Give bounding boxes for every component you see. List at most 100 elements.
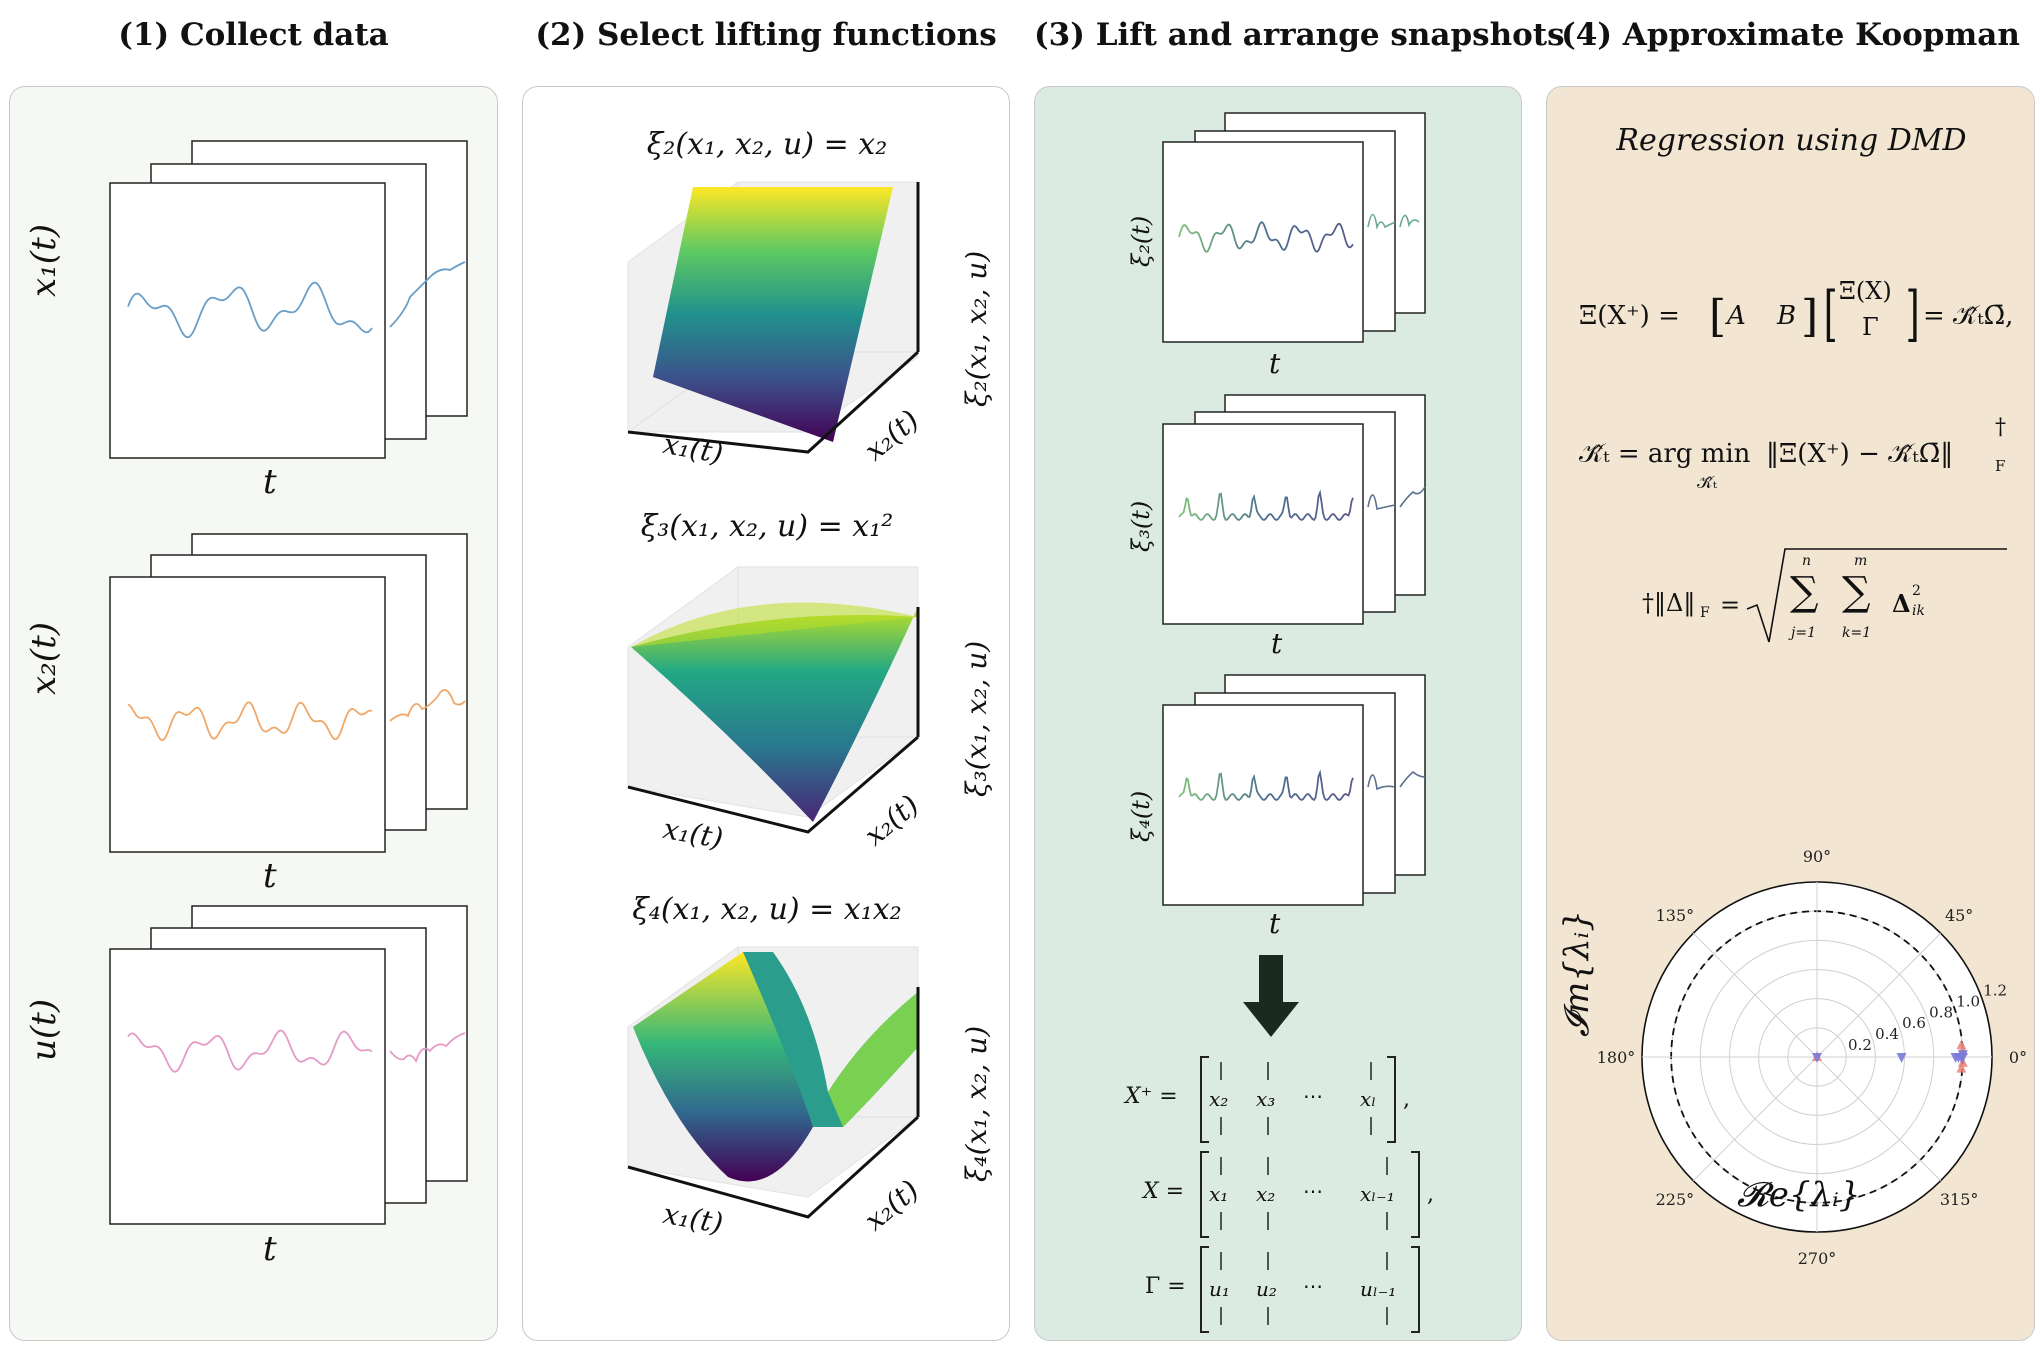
eq3-term-sup: 2 [1912, 583, 1921, 599]
equation-xi2: ξ₂(x₁, x₂, u) = x₂ [646, 127, 888, 162]
matrix-col-gamma-1: u₁ [1209, 1277, 1230, 1301]
radial-tick-0: 0.2 [1848, 1036, 1872, 1054]
matrix-lhs-xplus: X⁺ = [1125, 1084, 1178, 1109]
snapshot-stack-u: u(t) t [10, 871, 499, 1291]
matrix-column-bars [1220, 1062, 1388, 1325]
eq1-b: B [1777, 301, 1797, 331]
down-arrow-icon [1243, 955, 1299, 1037]
matrix-col-xplus-2: x₃ [1256, 1087, 1276, 1111]
matrix-col-x-3: ⋯ [1303, 1179, 1323, 1203]
eq3-lhs: †‖Δ‖ [1642, 589, 1696, 617]
panel-lift-arrange: ξ₂(t) t ξ₃(t) t ξ₄(t) t X⁺ = x₂ x₃ ⋯ xₗ … [1034, 86, 1522, 1341]
eig-red-1 [1956, 1039, 1967, 1050]
surface-plot-2 [627, 566, 920, 834]
radial-tick-4: 1.0 [1956, 992, 1980, 1010]
polar-spoke-135 [1692, 932, 1818, 1058]
equation-xi3: ξ₃(x₁, x₂, u) = x₁² [640, 509, 894, 544]
stack-frames-u [109, 905, 468, 1225]
polar-radial-labels: 0.20.40.60.81.01.2 [1848, 981, 2007, 1054]
radial-tick-2: 0.6 [1902, 1014, 1926, 1032]
signal-line-x1 [127, 281, 373, 339]
surface-plots [627, 181, 920, 1219]
axis-label-t-1: t [263, 462, 277, 502]
axis-label-x1: x₁(t) [24, 224, 64, 297]
stack-frames-x1 [109, 140, 468, 459]
panel-title-koopman: (4) Approximate Koopman [1561, 17, 2020, 53]
lifted-stack-xi2 [1162, 112, 1426, 343]
polar-xlabel: 𝓡e{λᵢ} [1737, 1175, 1861, 1215]
eq3-term: Δ [1892, 589, 1911, 618]
equation-regression: Ξ(X⁺) = [ A B ] [ Ξ(X) Γ ] = 𝒦̂ₜΩ̄, [1579, 277, 2019, 357]
panel-lifting-functions: ξ₂(x₁, x₂, u) = x₂ [522, 86, 1010, 1341]
eq3-sum2-bottom: k=1 [1842, 625, 1872, 641]
radial-tick-3: 0.8 [1929, 1003, 1953, 1021]
eq3-sub: F [1700, 605, 1710, 621]
surface-plot-1 [627, 181, 920, 454]
radial-tick-1: 0.4 [1875, 1025, 1899, 1043]
axis-label-t-3: t [263, 1229, 277, 1269]
matrix-tail-x: , [1427, 1182, 1434, 1207]
signal-line-u [127, 1029, 373, 1073]
axis-label-t-2: t [263, 856, 277, 896]
eig-blue-0 [1812, 1053, 1822, 1063]
lifted-stacks [1162, 112, 1426, 1333]
stack-frames-x2 [109, 533, 468, 853]
panel-title-arrange: (3) Lift and arrange snapshots [1034, 17, 1565, 53]
eq3-eq: = [1720, 591, 1741, 619]
matrix-col-xplus-3: ⋯ [1303, 1084, 1323, 1108]
polar-eigenvalue-plot: 0° 45° 90° 135° 180° 225° 270° 315° 0.20.40.60.… [1597, 847, 2027, 1268]
eq1-bracket-close-2: ] [1905, 279, 1920, 349]
eq1-rhs: = 𝒦̂ₜΩ̄, [1923, 301, 2014, 331]
panel-title-lifting: (2) Select lifting functions [535, 17, 997, 53]
matrix-tail-xplus: , [1403, 1087, 1410, 1112]
radial-tick-5: 1.2 [1983, 981, 2007, 999]
eig-red-2 [1956, 1062, 1967, 1073]
eq3-term-sub: ik [1912, 603, 1925, 619]
polar-spoke-315 [1816, 1056, 1942, 1182]
snapshot-stack-x1: x₁(t) t [10, 87, 499, 507]
eq1-bracket-open: [ [1709, 291, 1727, 342]
subtitle-regression: Regression using DMD [1616, 123, 1967, 158]
matrix-col-xplus-4: xₗ [1360, 1087, 1377, 1111]
panel-collect-data: x₁(t) t x₂(t) t u(t) t [9, 86, 498, 1341]
eq1-top: Ξ(X) [1839, 277, 1892, 305]
matrix-col-gamma-4: uₗ₋₁ [1360, 1277, 1397, 1301]
angle-label-0: 0° [2009, 1048, 2027, 1067]
matrix-lhs-gamma: Γ = [1145, 1274, 1186, 1299]
eq2-norm-sub: F [1995, 457, 2006, 475]
axis-label-u: u(t) [24, 998, 64, 1061]
eq3-sum1: ∑ [1790, 569, 1819, 615]
axis-label-t-lift-3: t [1269, 907, 1281, 940]
eigenvalue-markers [1812, 1039, 1968, 1073]
eq1-bracket-close: ] [1801, 291, 1819, 342]
eq2-sub: 𝒦̂ₜ [1697, 473, 1717, 493]
matrix-col-x-4: xₗ₋₁ [1360, 1182, 1395, 1206]
panel-approximate-koopman: Regression using DMD Ξ(X⁺) = [ A B ] [ Ξ… [1546, 86, 2035, 1341]
angle-label-5: 225° [1656, 1190, 1695, 1209]
eq2-rhs: ‖Ξ(X⁺) − 𝒦̂ₜΩ̄‖ [1766, 439, 1954, 469]
sqrt-sign [1746, 548, 2007, 643]
signal-line-x2 [127, 701, 373, 742]
polar-spoke-45 [1816, 932, 1942, 1058]
matrix-col-x-1: x₁ [1209, 1182, 1229, 1206]
angle-label-7: 315° [1940, 1190, 1979, 1209]
angle-label-6: 270° [1798, 1249, 1837, 1268]
eig-blue-1 [1896, 1053, 1907, 1063]
polar-ylabel: 𝓘m{λᵢ} [1557, 910, 1597, 1037]
eq2-dagger: † [1995, 415, 2006, 440]
matrix-col-gamma-3: ⋯ [1303, 1274, 1323, 1298]
eq1-a: A [1727, 301, 1746, 331]
eq3-sum1-top: n [1802, 553, 1812, 569]
angle-label-4: 180° [1597, 1048, 1636, 1067]
angle-label-3: 135° [1656, 906, 1695, 925]
surface-plot-3 [627, 946, 920, 1219]
eq3-sum1-bottom: j=1 [1791, 625, 1816, 641]
equation-xi4: ξ₄(x₁, x₂, u) = x₁x₂ [632, 892, 902, 927]
eq1-bottom: Γ [1862, 313, 1879, 341]
polar-spoke-225 [1692, 1056, 1818, 1182]
axis-label-xi2t: ξ₂(t) [1127, 215, 1155, 267]
eq3-sum2: ∑ [1842, 569, 1871, 615]
axis-label-t-lift-1: t [1269, 347, 1281, 380]
axis-label-xi3: ξ₃(x₁, x₂, u) [960, 640, 993, 797]
eig-blue-6 [1957, 1050, 1968, 1061]
